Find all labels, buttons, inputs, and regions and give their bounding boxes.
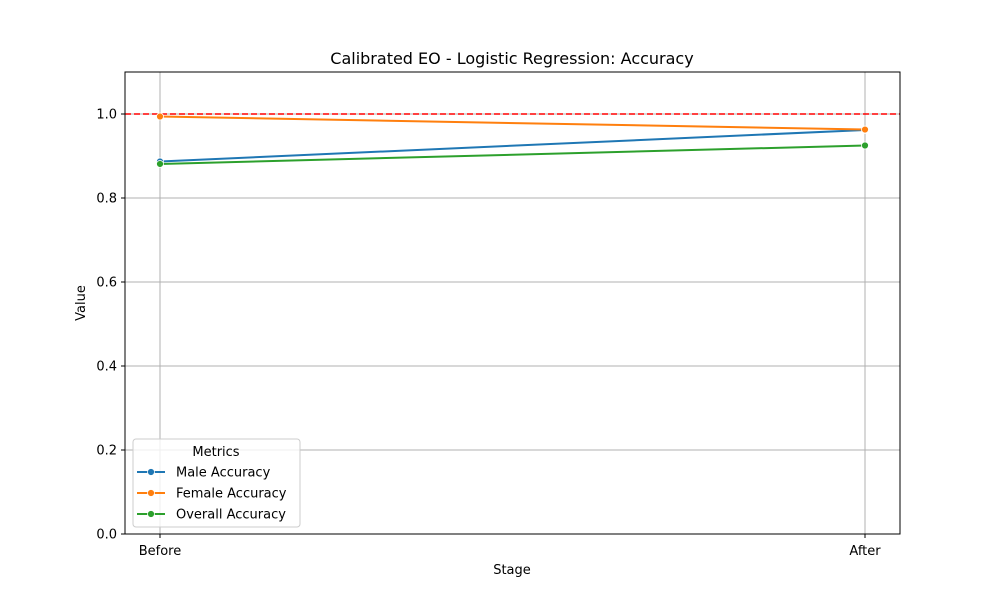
- plot-area-frame: [124, 71, 901, 535]
- y-tick-label: 0.0: [96, 528, 117, 543]
- data-point-female-accuracy: [156, 112, 164, 121]
- legend-item-female-accuracy: Female Accuracy: [137, 487, 287, 502]
- legend-box: [132, 438, 301, 528]
- x-tick-label: Before: [139, 544, 182, 559]
- legend-label: Female Accuracy: [176, 487, 287, 502]
- y-tick-label: 1.0: [96, 108, 117, 123]
- y-axis-ticks: 0.0 0.2 0.4 0.6 0.8 1.0: [96, 108, 125, 543]
- x-tick-label: After: [849, 544, 881, 559]
- legend-label: Overall Accuracy: [176, 508, 286, 523]
- legend-marker-swatch: [147, 510, 155, 518]
- legend: Metrics Male Accuracy Female Accuracy Over…: [132, 438, 301, 528]
- legend-item-male-accuracy: Male Accuracy: [137, 466, 271, 481]
- x-axis-ticks: Before After: [139, 534, 881, 559]
- y-tick-label: 0.8: [96, 192, 117, 207]
- series-layer: [156, 112, 869, 168]
- data-point-overall-accuracy: [156, 160, 164, 168]
- legend-title: Metrics: [192, 445, 239, 460]
- x-axis-label: Stage: [493, 563, 531, 578]
- series-line-male-accuracy: [159, 128, 866, 163]
- series-line-overall-accuracy: [159, 144, 866, 165]
- data-point-female-accuracy: [861, 125, 869, 134]
- series-line-female-accuracy: [159, 115, 866, 131]
- y-axis-label: Value: [74, 285, 89, 321]
- data-point-overall-accuracy: [861, 141, 869, 150]
- legend-label: Male Accuracy: [176, 466, 271, 481]
- y-tick-label: 0.4: [96, 360, 117, 375]
- y-tick-label: 0.6: [96, 276, 117, 291]
- chart-title: Calibrated EO - Logistic Regression: Acc…: [330, 49, 693, 68]
- legend-marker-swatch: [147, 489, 155, 497]
- legend-item-overall-accuracy: Overall Accuracy: [137, 508, 286, 523]
- y-tick-label: 0.2: [96, 444, 117, 459]
- legend-marker-swatch: [147, 468, 155, 476]
